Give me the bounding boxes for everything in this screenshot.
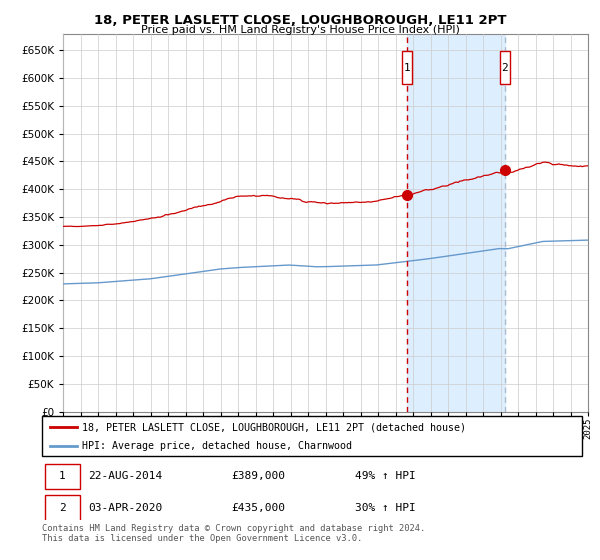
Bar	[402, 52, 412, 83]
Text: £435,000: £435,000	[231, 502, 285, 512]
Text: 18, PETER LASLETT CLOSE, LOUGHBOROUGH, LE11 2PT (detached house): 18, PETER LASLETT CLOSE, LOUGHBOROUGH, L…	[83, 422, 467, 432]
Text: £389,000: £389,000	[231, 471, 285, 481]
Bar	[45, 464, 80, 489]
Text: 03-APR-2020: 03-APR-2020	[88, 502, 162, 512]
Bar	[407, 34, 505, 412]
Bar	[45, 496, 80, 521]
Text: Price paid vs. HM Land Registry's House Price Index (HPI): Price paid vs. HM Land Registry's House …	[140, 25, 460, 35]
Text: 2: 2	[502, 63, 508, 72]
Text: 18, PETER LASLETT CLOSE, LOUGHBOROUGH, LE11 2PT: 18, PETER LASLETT CLOSE, LOUGHBOROUGH, L…	[94, 14, 506, 27]
Text: 1: 1	[59, 471, 65, 481]
Text: HPI: Average price, detached house, Charnwood: HPI: Average price, detached house, Char…	[83, 441, 353, 451]
Bar	[500, 52, 509, 83]
Text: 1: 1	[404, 63, 410, 72]
Text: 30% ↑ HPI: 30% ↑ HPI	[355, 502, 416, 512]
Text: 49% ↑ HPI: 49% ↑ HPI	[355, 471, 416, 481]
Text: 2: 2	[59, 502, 65, 512]
Text: 22-AUG-2014: 22-AUG-2014	[88, 471, 162, 481]
Text: Contains HM Land Registry data © Crown copyright and database right 2024.
This d: Contains HM Land Registry data © Crown c…	[42, 524, 425, 543]
